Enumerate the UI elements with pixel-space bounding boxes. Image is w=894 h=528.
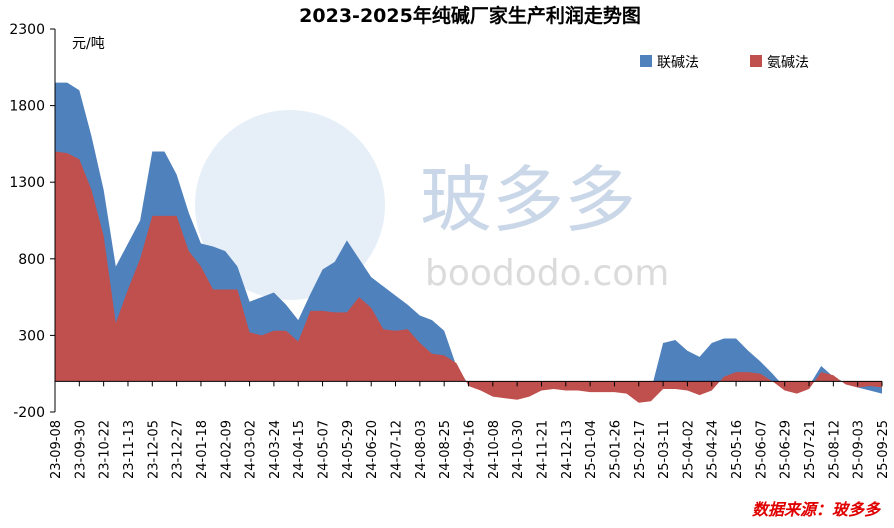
y-tick-label: 1300 bbox=[9, 175, 45, 191]
x-tick-label: 23-12-27 bbox=[171, 420, 186, 479]
x-tick-label: 25-04-02 bbox=[681, 420, 696, 479]
x-tick-label: 25-02-17 bbox=[633, 420, 648, 479]
x-tick-label: 24-10-30 bbox=[511, 420, 526, 479]
x-tick-label: 25-03-11 bbox=[657, 420, 672, 479]
x-tick-label: 24-08-25 bbox=[438, 420, 453, 479]
x-tick-label: 25-05-16 bbox=[730, 420, 745, 479]
area bbox=[55, 82, 882, 397]
x-tick-label: 24-03-02 bbox=[244, 420, 259, 479]
y-unit: 元/吨 bbox=[72, 36, 105, 52]
x-tick-label: 25-01-26 bbox=[608, 420, 623, 479]
x-tick-label: 24-05-07 bbox=[317, 420, 332, 479]
watermark-url: boododo.com bbox=[425, 253, 669, 294]
x-tick-label: 23-09-30 bbox=[73, 420, 88, 479]
y-tick-label: 800 bbox=[18, 252, 45, 268]
x-tick-label: 24-08-03 bbox=[414, 420, 429, 479]
x-tick-label: 25-06-29 bbox=[779, 420, 794, 479]
y-tick-label: -200 bbox=[13, 405, 45, 421]
x-tick-label: 25-07-21 bbox=[803, 420, 818, 479]
source: 数据来源：玻多多 bbox=[752, 500, 882, 519]
x-tick-label: 25-09-25 bbox=[876, 420, 891, 479]
x-tick-label: 25-06-07 bbox=[754, 420, 769, 479]
x-tick-label: 25-01-04 bbox=[584, 420, 599, 479]
x-tick-label: 25-08-12 bbox=[827, 420, 842, 479]
x-tick-label: 24-05-29 bbox=[341, 420, 356, 479]
x-tick-label: 23-11-13 bbox=[122, 420, 137, 479]
x-tick-label: 25-09-03 bbox=[852, 420, 867, 479]
x-tick-label: 24-02-09 bbox=[219, 420, 234, 479]
chart-title: 2023-2025年纯碱厂家生产利润走势图 bbox=[299, 4, 641, 27]
x-tick-label: 23-10-22 bbox=[98, 420, 113, 479]
x-tick-label: 24-04-15 bbox=[292, 420, 307, 479]
x-tick-label: 23-12-05 bbox=[146, 420, 161, 479]
legend-label: 联碱法 bbox=[657, 55, 699, 71]
x-tick-label: 24-10-08 bbox=[487, 420, 502, 479]
legend-swatch bbox=[640, 55, 652, 67]
legend-swatch bbox=[750, 55, 762, 67]
legend-label: 氨碱法 bbox=[767, 55, 809, 71]
x-tick-label: 24-06-20 bbox=[365, 420, 380, 479]
watermark: 玻多多 boododo.com bbox=[195, 110, 669, 300]
y-tick-label: 300 bbox=[18, 328, 45, 344]
x-tick-label: 24-09-16 bbox=[463, 420, 478, 479]
x-tick-label: 24-12-13 bbox=[560, 420, 575, 479]
x-tick-label: 24-07-12 bbox=[390, 420, 405, 479]
y-tick-label: 2300 bbox=[9, 22, 45, 38]
x-tick-label: 25-04-24 bbox=[706, 420, 721, 479]
watermark-text: 玻多多 bbox=[420, 158, 636, 242]
x-tick-label: 24-11-21 bbox=[535, 420, 550, 479]
area bbox=[55, 151, 882, 403]
y-tick-label: 1800 bbox=[9, 99, 45, 115]
x-tick-label: 24-03-24 bbox=[268, 420, 283, 479]
watermark-logo bbox=[195, 110, 385, 300]
x-tick-label: 23-09-08 bbox=[49, 420, 64, 479]
x-tick-label: 24-01-18 bbox=[195, 420, 210, 479]
